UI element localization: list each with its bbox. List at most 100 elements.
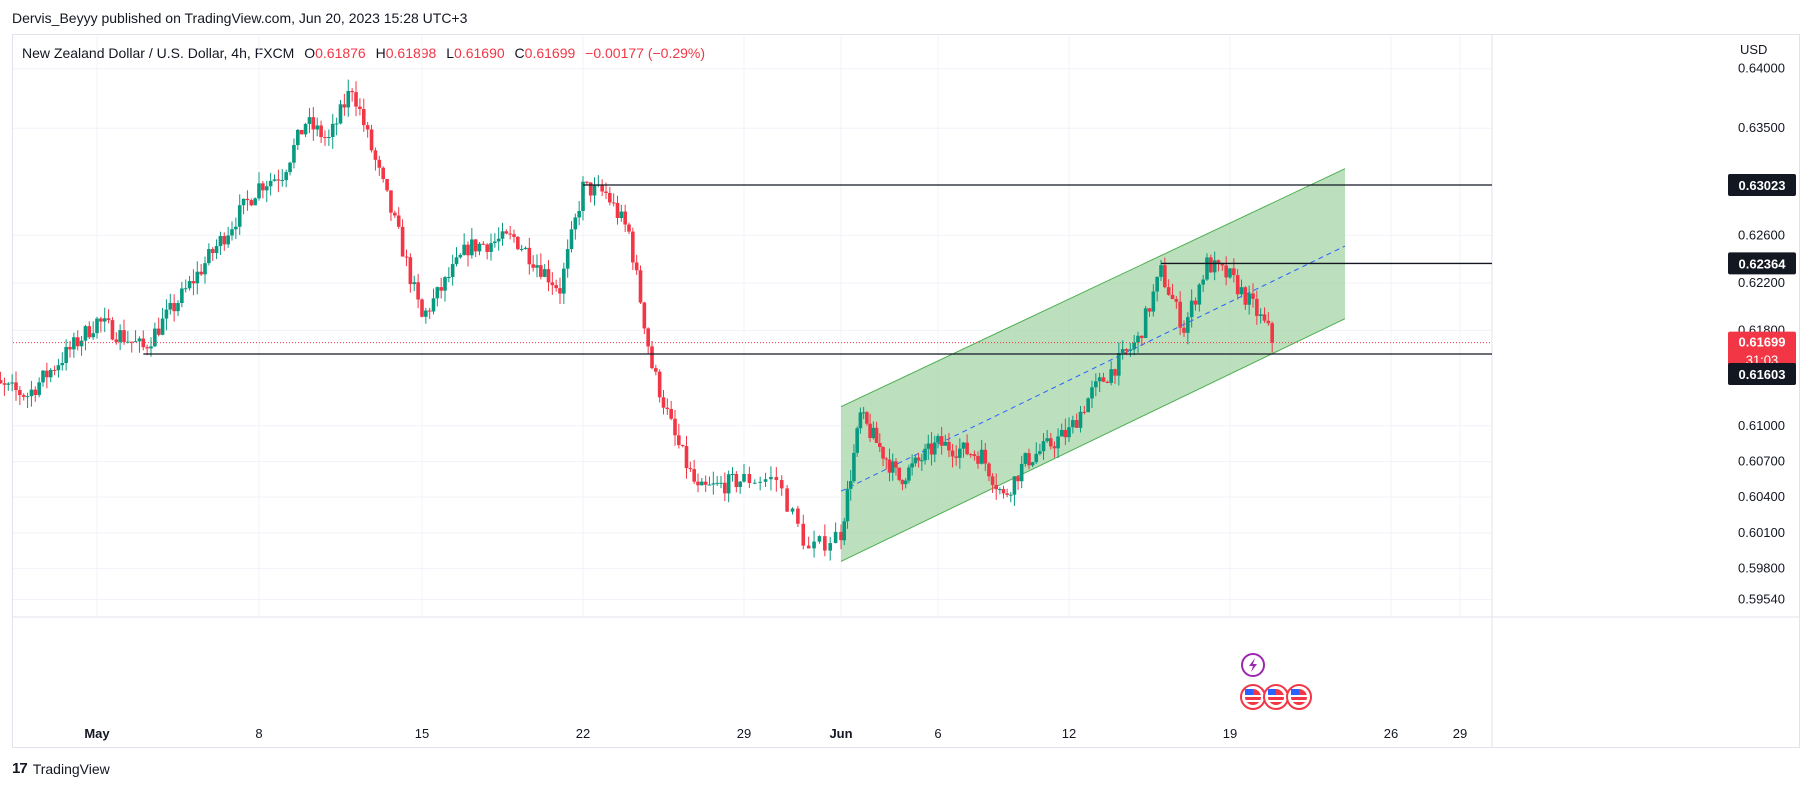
candle-body <box>1186 317 1190 333</box>
y-tick-label: 0.60100 <box>1738 525 1785 540</box>
candle-body <box>936 436 940 443</box>
candle-body <box>358 106 362 109</box>
candle-body <box>303 123 308 135</box>
candle-body <box>1178 301 1182 328</box>
candle-body <box>884 458 889 460</box>
candle-body <box>878 442 882 447</box>
candle-body <box>79 340 84 347</box>
candle-body <box>692 469 696 482</box>
candle-body <box>650 346 654 369</box>
candle-body <box>1224 265 1228 278</box>
x-tick-label: 6 <box>934 726 941 741</box>
candle-body <box>149 346 153 349</box>
x-tick-label: Jun <box>829 726 852 741</box>
candle-body <box>153 328 157 347</box>
us-flag-icon-stripe <box>1291 695 1307 697</box>
candle-body <box>1232 268 1236 276</box>
us-flag-icon-canton <box>1268 689 1276 695</box>
candle-body <box>29 389 34 397</box>
candle-body <box>1124 349 1129 351</box>
candle-body <box>75 337 80 347</box>
candle-body <box>268 180 273 187</box>
candle-body <box>1034 453 1039 463</box>
candle-body <box>218 236 223 247</box>
candle-body <box>14 382 18 391</box>
candle-body <box>176 303 180 312</box>
candle-body <box>315 125 320 130</box>
candle-body <box>1078 411 1083 428</box>
candle-body <box>1143 308 1148 339</box>
symbol-description[interactable]: New Zealand Dollar / U.S. Dollar, 4h, FX… <box>22 45 295 61</box>
candle-body <box>669 409 673 419</box>
level-price-label: 0.62364 <box>1739 256 1787 271</box>
candle-body <box>172 302 176 312</box>
candle-body <box>400 226 405 257</box>
candle-body <box>496 238 501 242</box>
candle-body <box>673 418 677 436</box>
candle-body <box>296 129 300 146</box>
candle-body <box>871 427 876 439</box>
candle-body <box>141 338 146 348</box>
candle-body <box>280 180 285 182</box>
candle-body <box>1155 276 1159 292</box>
candle-body <box>110 320 115 340</box>
candle-body <box>897 467 901 480</box>
candle-body <box>470 239 474 256</box>
candle-body <box>1105 381 1110 383</box>
candle-body <box>458 254 463 258</box>
y-tick-label: 0.62200 <box>1738 275 1785 290</box>
candle-body <box>554 285 558 289</box>
candle-body <box>377 159 382 168</box>
candle-body <box>1255 298 1259 316</box>
candle-body <box>477 243 482 252</box>
us-flag-icon-stripe <box>1291 700 1307 702</box>
ohlc-legend: New Zealand Dollar / U.S. Dollar, 4h, FX… <box>22 45 705 61</box>
candle-body <box>861 412 866 414</box>
candle-body <box>95 318 99 334</box>
open-value: 0.61876 <box>315 45 366 61</box>
candle-body <box>585 181 589 183</box>
candle-body <box>763 479 768 482</box>
candle-body <box>562 268 566 294</box>
low-value: 0.61690 <box>454 45 505 61</box>
candle-body <box>447 276 451 278</box>
publish-line: Dervis_Beyyy published on TradingView.co… <box>12 10 468 26</box>
candle-body <box>558 288 562 294</box>
candle-body <box>1189 300 1194 318</box>
candle-body <box>947 441 951 451</box>
candle-body <box>450 264 455 277</box>
candle-body <box>855 428 859 453</box>
us-flag-icon-stripe <box>1245 695 1261 697</box>
candle-body <box>1071 420 1075 428</box>
candle-body <box>868 423 872 439</box>
candle-body <box>41 370 45 383</box>
candle-body <box>539 265 543 277</box>
level-price-badge <box>1728 174 1796 196</box>
candle-body <box>102 318 107 322</box>
tradingview-brand[interactable]: TradingView <box>32 760 110 777</box>
lightning-icon-bolt <box>1249 658 1257 672</box>
candle-body <box>665 407 670 410</box>
candle-body <box>785 488 789 512</box>
candle-body <box>56 365 61 371</box>
candle-body <box>874 427 879 443</box>
candle-body <box>900 479 905 485</box>
candle-body <box>230 229 234 236</box>
candle-body <box>99 318 103 322</box>
candle-body <box>1019 463 1024 482</box>
candle-body <box>10 382 14 384</box>
candle-body <box>711 483 716 485</box>
candle-body <box>527 247 532 265</box>
x-tick-label: 8 <box>255 726 262 741</box>
candle-body <box>994 485 999 490</box>
candle-body <box>1132 342 1136 350</box>
candle-body <box>346 90 351 108</box>
open-label: O <box>304 45 316 61</box>
candle-body <box>226 235 230 245</box>
candle-body <box>983 449 988 464</box>
candle-body <box>823 536 827 551</box>
candle-body <box>1163 265 1167 288</box>
channel-upper-line <box>840 168 1346 408</box>
candle-body <box>715 482 719 484</box>
